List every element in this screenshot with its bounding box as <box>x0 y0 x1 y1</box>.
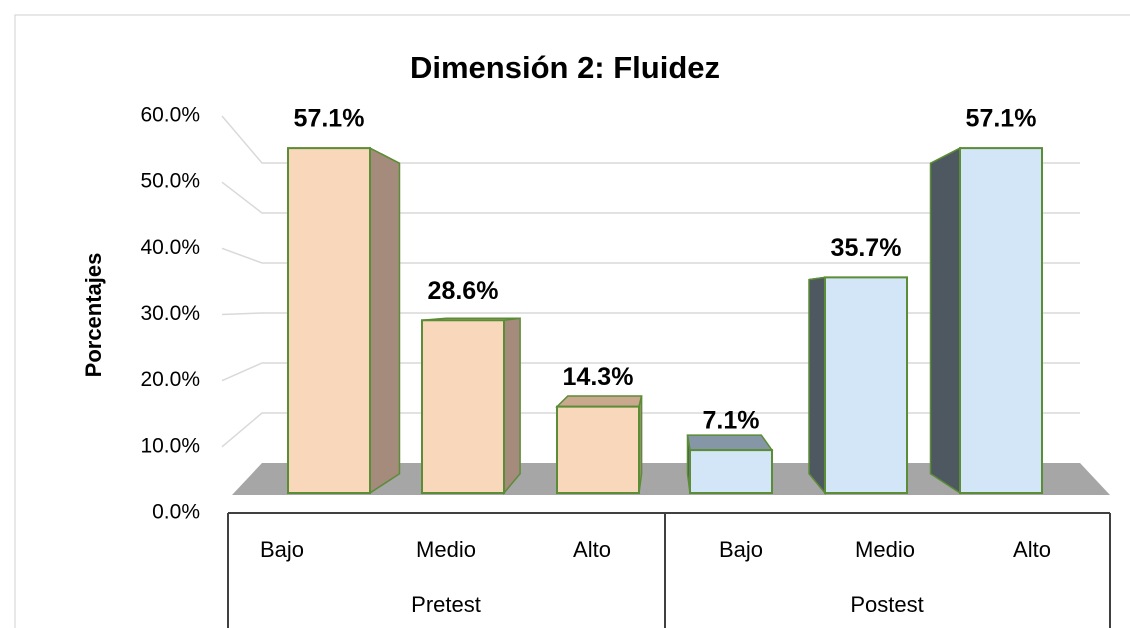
x-tick-label: Bajo <box>260 537 304 562</box>
value-label: 57.1% <box>294 105 365 133</box>
bar-side <box>929 146 961 495</box>
bar-top <box>686 434 774 451</box>
grid-line <box>221 362 1080 382</box>
bar <box>287 147 371 494</box>
group-label: Pretest <box>411 592 481 617</box>
bar <box>421 319 505 495</box>
bar <box>689 449 773 494</box>
y-tick-label: 40.0% <box>140 236 200 259</box>
value-label: 14.3% <box>563 363 634 391</box>
bar-top <box>555 395 643 408</box>
chart-title: Dimensión 2: Fluidez <box>410 50 720 85</box>
value-label: 35.7% <box>831 234 902 262</box>
x-tick-label: Alto <box>1013 537 1051 562</box>
y-tick-label: 60.0% <box>140 104 200 127</box>
x-tick-label: Medio <box>855 537 915 562</box>
grid-line <box>221 247 1080 264</box>
bar-side <box>369 146 401 495</box>
grid-line <box>221 181 1080 214</box>
value-label: 57.1% <box>966 105 1037 133</box>
y-tick-label: 50.0% <box>140 170 200 193</box>
bar <box>959 147 1043 494</box>
y-axis-label: Porcentajes <box>81 253 106 378</box>
group-label: Postest <box>850 592 923 617</box>
y-tick-label: 10.0% <box>140 434 200 457</box>
x-tick-label: Alto <box>573 537 611 562</box>
grid-line <box>221 115 1080 164</box>
bar-side <box>808 276 826 496</box>
value-label: 7.1% <box>703 407 760 435</box>
x-tick-label: Medio <box>416 537 476 562</box>
bar-side <box>503 317 521 496</box>
bars <box>287 146 1043 496</box>
y-tick-label: 20.0% <box>140 368 200 391</box>
x-tick-label: Bajo <box>719 537 763 562</box>
bar <box>824 276 908 495</box>
grid-line <box>221 312 1080 316</box>
value-label: 28.6% <box>428 277 499 305</box>
grid <box>221 115 1080 448</box>
grid-line <box>221 412 1080 448</box>
y-tick-label: 0.0% <box>152 501 200 524</box>
y-tick-label: 30.0% <box>140 302 200 325</box>
bar <box>556 405 640 494</box>
